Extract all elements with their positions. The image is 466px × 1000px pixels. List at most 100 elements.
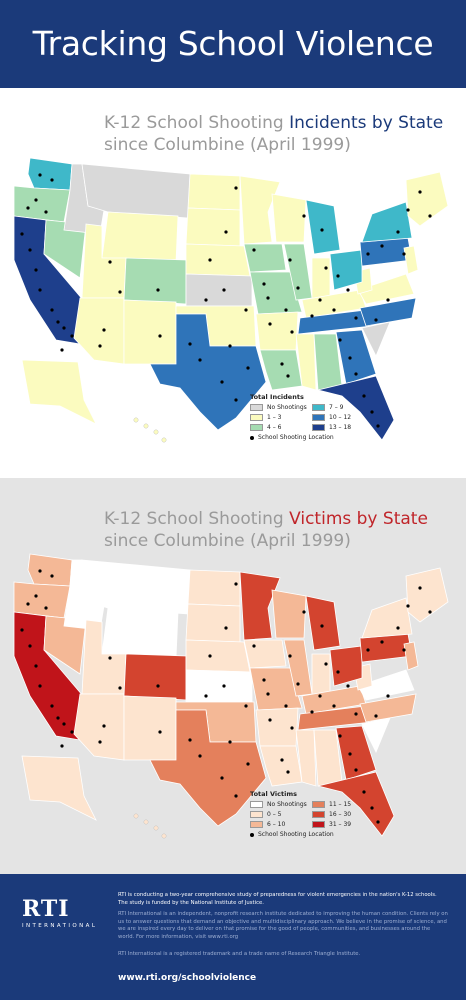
incidents-legend-item: 4 – 6 xyxy=(250,424,312,431)
victims-shooting-location-dot xyxy=(20,628,24,632)
victims-state-ohio xyxy=(329,645,363,687)
victims-state-southcarolina xyxy=(361,717,391,753)
incidents-shooting-location-dot xyxy=(228,344,232,348)
incidents-shooting-location-dot xyxy=(198,358,202,362)
victims-shooting-location-dot xyxy=(402,648,406,652)
victims-shooting-location-dot xyxy=(234,794,238,798)
incidents-title-line1: K-12 School Shooting Incidents by State xyxy=(104,112,443,134)
victims-legend-location: School Shooting Location xyxy=(250,831,372,838)
incidents-legend-location-label: School Shooting Location xyxy=(258,434,334,441)
victims-shooting-location-dot xyxy=(386,694,390,698)
victims-shooting-location-dot xyxy=(34,594,38,598)
victims-title-line2: since Columbine (April 1999) xyxy=(104,531,351,551)
incidents-shooting-location-dot xyxy=(370,410,374,414)
victims-shooting-location-dot xyxy=(428,610,432,614)
victims-legend-location-label: School Shooting Location xyxy=(258,831,334,838)
incidents-shooting-location-dot xyxy=(320,228,324,232)
incidents-legend-label: 13 – 18 xyxy=(329,424,352,431)
incidents-shooting-location-dot xyxy=(70,334,74,338)
victims-legend-swatch xyxy=(250,821,263,828)
victims-shooting-location-dot xyxy=(208,654,212,658)
incidents-states xyxy=(13,157,449,441)
victims-shooting-location-dot xyxy=(376,820,380,824)
victims-shooting-location-dot xyxy=(286,770,290,774)
incidents-title-highlight: Incidents by State xyxy=(289,113,444,133)
incidents-shooting-location-dot xyxy=(396,230,400,234)
incidents-state-hawaii xyxy=(153,429,159,435)
incidents-shooting-location-dot xyxy=(346,288,350,292)
incidents-shooting-location-dot xyxy=(34,198,38,202)
incidents-legend-item: 1 – 3 xyxy=(250,414,312,421)
incidents-state-newyork xyxy=(361,201,413,243)
incidents-state-southcarolina xyxy=(361,321,391,357)
study-url-link[interactable]: www.rti.org/schoolviolence xyxy=(118,973,257,983)
victims-state-nebraska xyxy=(185,639,251,673)
incidents-shooting-location-dot xyxy=(102,328,106,332)
location-dot-icon xyxy=(250,435,254,440)
incidents-shooting-location-dot xyxy=(284,308,288,312)
victims-state-hawaii xyxy=(133,813,139,819)
victims-shooting-location-dot xyxy=(156,684,160,688)
victims-legend-swatch xyxy=(250,811,263,818)
incidents-state-nebraska xyxy=(185,243,251,277)
victims-state-georgia xyxy=(335,725,377,781)
incidents-state-colorado xyxy=(123,257,187,305)
victims-legend-grid: No Shootings 11 – 15 0 – 5 16 – 30 6 – 10 31 … xyxy=(250,801,372,828)
incidents-shooting-location-dot xyxy=(318,298,322,302)
victims-state-wisconsin xyxy=(271,589,307,639)
incidents-shooting-location-dot xyxy=(118,290,122,294)
incidents-legend-label: 10 – 12 xyxy=(329,414,352,421)
victims-shooting-location-dot xyxy=(118,686,122,690)
victims-legend-swatch xyxy=(312,821,325,828)
victims-shooting-location-dot xyxy=(198,754,202,758)
victims-state-kansas xyxy=(185,669,253,703)
victims-state-northdakota xyxy=(187,569,241,607)
victims-legend-label: 0 – 5 xyxy=(267,811,282,818)
incidents-state-iowa xyxy=(243,243,287,273)
victims-shooting-location-dot xyxy=(280,758,284,762)
incidents-shooting-location-dot xyxy=(204,298,208,302)
incidents-state-georgia xyxy=(335,329,377,385)
victims-legend-swatch xyxy=(312,801,325,808)
victims-shooting-location-dot xyxy=(268,718,272,722)
victims-shooting-location-dot xyxy=(98,740,102,744)
incidents-shooting-location-dot xyxy=(262,282,266,286)
victims-state-northcarolina xyxy=(359,693,417,723)
incidents-state-newmexico xyxy=(123,299,177,365)
incidents-state-southdakota xyxy=(185,207,241,247)
victims-state-oregon xyxy=(13,581,71,619)
victims-shooting-location-dot xyxy=(302,610,306,614)
incidents-shooting-location-dot xyxy=(336,274,340,278)
incidents-state-kansas xyxy=(185,273,253,307)
victims-legend-title: Total Victims xyxy=(250,790,297,798)
victims-shooting-location-dot xyxy=(284,704,288,708)
incidents-legend-item: 10 – 12 xyxy=(312,414,372,421)
incidents-state-arizona xyxy=(73,297,125,365)
incidents-shooting-location-dot xyxy=(280,362,284,366)
victims-title-line1: K-12 School Shooting Victims by State xyxy=(104,508,428,530)
victims-state-nj_md xyxy=(403,641,419,671)
incidents-shooting-location-dot xyxy=(50,178,54,182)
incidents-shooting-location-dot xyxy=(324,266,328,270)
victims-state-iowa xyxy=(243,639,287,669)
victims-shooting-location-dot xyxy=(374,714,378,718)
victims-shooting-location-dot xyxy=(222,684,226,688)
victims-legend-swatch xyxy=(250,801,263,808)
incidents-shooting-location-dot xyxy=(354,372,358,376)
victims-legend-label: 16 – 30 xyxy=(329,811,352,818)
study-description: RTI is conducting a two-year comprehensi… xyxy=(118,892,437,906)
victims-shooting-location-dot xyxy=(158,730,162,734)
incidents-state-pennsylvania xyxy=(359,237,413,267)
victims-legend-item: 31 – 39 xyxy=(312,821,372,828)
victims-shooting-location-dot xyxy=(204,694,208,698)
incidents-shooting-location-dot xyxy=(380,244,384,248)
victims-shooting-location-dot xyxy=(28,644,32,648)
page-title: Tracking School Violence xyxy=(32,24,434,63)
victims-legend-label: No Shootings xyxy=(267,801,307,808)
incidents-shooting-location-dot xyxy=(220,380,224,384)
victims-shooting-location-dot xyxy=(26,602,30,606)
incidents-shooting-location-dot xyxy=(234,186,238,190)
victims-state-hawaii xyxy=(161,833,167,839)
incidents-shooting-location-dot xyxy=(348,356,352,360)
incidents-shooting-location-dot xyxy=(224,230,228,234)
